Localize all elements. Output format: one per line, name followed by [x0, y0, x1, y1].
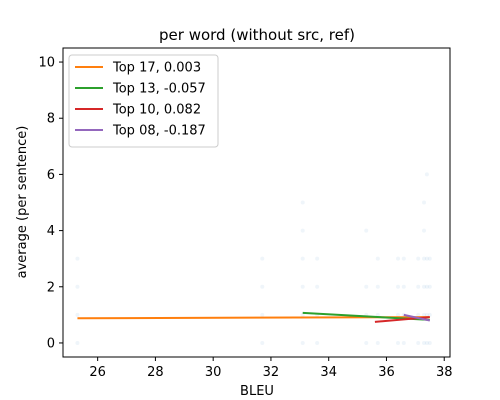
- scatter-point: [375, 256, 380, 261]
- scatter-point: [300, 228, 305, 233]
- scatter-point: [375, 284, 380, 289]
- x-tick-label: 32: [263, 365, 280, 380]
- scatter-point: [300, 200, 305, 205]
- scatter-point: [260, 340, 265, 345]
- scatter-point: [364, 340, 369, 345]
- x-tick-label: 38: [436, 365, 453, 380]
- scatter-point: [424, 284, 429, 289]
- scatter-point: [422, 340, 427, 345]
- scatter-point: [396, 340, 401, 345]
- scatter-point: [396, 256, 401, 261]
- scatter-point: [75, 312, 80, 317]
- scatter-point: [401, 340, 406, 345]
- axes-frame: [62, 47, 451, 358]
- chart-title: per word (without src, ref): [159, 26, 355, 44]
- scatter-point: [427, 284, 432, 289]
- scatter-point: [300, 284, 305, 289]
- scatter-point: [260, 284, 265, 289]
- legend-box: [68, 54, 219, 148]
- x-tick-label: 34: [320, 365, 337, 380]
- scatter-point: [424, 172, 429, 177]
- scatter-point: [401, 284, 406, 289]
- legend-label-2: Top 13, -0.057: [112, 82, 206, 97]
- scatter-point: [75, 284, 80, 289]
- scatter-point: [375, 340, 380, 345]
- scatter-point: [315, 340, 320, 345]
- scatter-point: [424, 256, 429, 261]
- scatter-point: [427, 340, 432, 345]
- scatter-point: [422, 228, 427, 233]
- x-axis-ticks: 26 28 30 32 34 36 38: [89, 357, 452, 380]
- scatter-point: [422, 312, 427, 317]
- scatter-point: [427, 312, 432, 317]
- scatter-point: [422, 200, 427, 205]
- x-axis-label: BLEU: [240, 384, 274, 399]
- legend-label-1: Top 17, 0.003: [112, 61, 201, 76]
- scatter-point: [427, 256, 432, 261]
- scatter-point: [422, 284, 427, 289]
- scatter-point: [315, 256, 320, 261]
- scatter-point: [364, 228, 369, 233]
- scatter-point: [315, 284, 320, 289]
- scatter-point: [75, 340, 80, 345]
- legend: Top 17, 0.003 Top 13, -0.057 Top 10, 0.082…: [68, 54, 219, 148]
- scatter-point: [416, 312, 421, 317]
- scatter-point: [260, 312, 265, 317]
- scatter-point: [416, 284, 421, 289]
- y-tick-label: 6: [47, 168, 55, 183]
- y-axis-ticks: 0 2 4 6 8 10: [38, 56, 63, 351]
- scatter-point: [416, 340, 421, 345]
- legend-label-4: Top 08, -0.187: [112, 124, 206, 139]
- scatter-point: [300, 340, 305, 345]
- y-tick-label: 10: [38, 56, 55, 71]
- scatter-point: [424, 340, 429, 345]
- scatter-point: [260, 256, 265, 261]
- scatter-point: [75, 256, 80, 261]
- plot-area: [75, 172, 432, 345]
- scatter-point: [396, 312, 401, 317]
- y-tick-label: 2: [47, 280, 55, 295]
- x-tick-label: 26: [89, 365, 106, 380]
- legend-label-3: Top 10, 0.082: [112, 103, 201, 118]
- y-axis-label: average (per sentence): [15, 126, 30, 279]
- scatter-point: [396, 284, 401, 289]
- scatter-point: [364, 284, 369, 289]
- series-line-4: [403, 313, 430, 322]
- y-tick-label: 4: [47, 224, 55, 239]
- scatter-point: [422, 256, 427, 261]
- x-tick-label: 36: [378, 365, 395, 380]
- scatter-point: [375, 312, 380, 317]
- scatter-point: [300, 256, 305, 261]
- scatter-point: [401, 256, 406, 261]
- y-tick-label: 0: [47, 336, 55, 351]
- y-tick-label: 8: [47, 112, 55, 127]
- scatter-point: [416, 256, 421, 261]
- x-tick-label: 30: [205, 365, 222, 380]
- scatter-point: [424, 312, 429, 317]
- x-tick-label: 28: [147, 365, 164, 380]
